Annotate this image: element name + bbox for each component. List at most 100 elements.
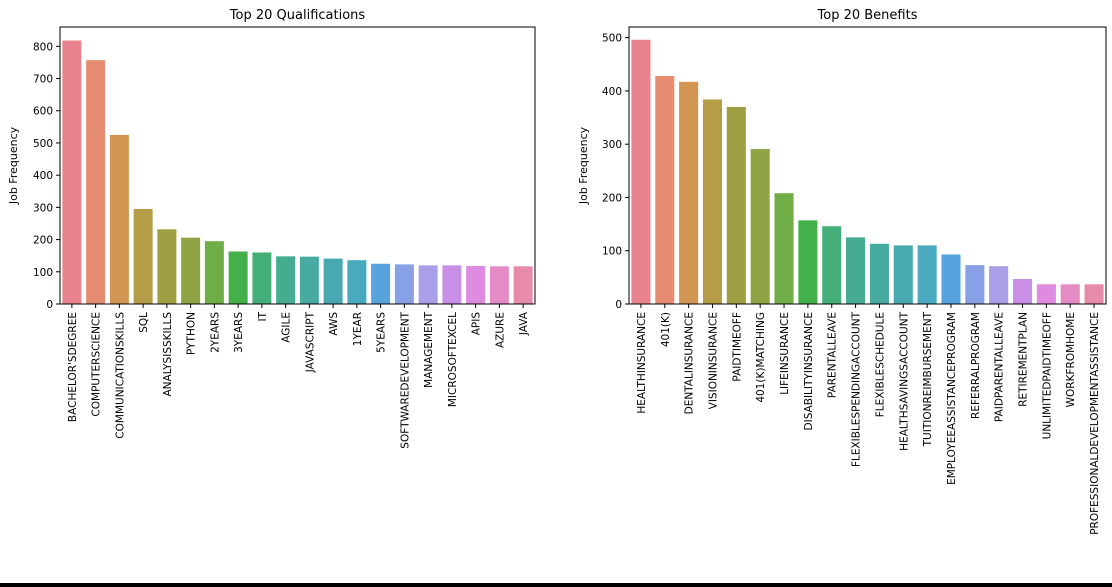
x-tick-label: 5YEARS [376,312,388,353]
qualification-bar [299,256,319,304]
x-tick-label: SOFTWAREDEVELOPMENT [399,311,411,448]
benefit-bar [655,76,675,304]
qualification-bar [442,265,462,304]
x-tick-label: DISABILITYINSURANCE [803,312,815,430]
y-axis-label: Job Frequency [7,126,20,205]
x-tick-label: ANALYSISSKILLS [162,312,174,397]
benefit-bar [917,245,937,304]
benefit-bar [893,245,913,304]
x-tick-label: LIFEINSURANCE [779,312,791,395]
x-tick-label: HEALTHINSURANCE [636,312,648,414]
x-tick-label: PARENTALLEAVE [827,312,839,398]
x-tick-label: UNLIMITEDPAIDTIMEOFF [1041,312,1053,439]
x-tick-label: AWS [328,312,340,336]
y-tick-label: 800 [33,41,53,53]
benefit-bar [965,265,985,304]
benefit-bar [750,148,770,304]
benefit-bar [1060,284,1080,304]
qualification-bar [86,60,106,305]
x-tick-label: EMPLOYEEASSISTANCEPROGRAM [946,312,958,485]
qualifications-chart: Top 20 Qualifications Job Frequency 0 100 20… [7,8,536,449]
qualification-bar [109,134,129,304]
qualification-bar [347,260,367,304]
x-tick-label: COMMUNICATIONSKILLS [114,312,126,439]
x-tick-label: REFERRALPROGRAM [970,312,982,419]
chart-title: Top 20 Qualifications [229,8,366,23]
x-tick-label: JAVA [518,311,530,336]
benefit-bar [846,237,866,304]
x-tick-label: VISIONINSURANCE [707,312,719,409]
qualification-bar [418,265,438,304]
x-tick-label: MANAGEMENT [423,311,435,387]
benefit-bar [679,81,699,305]
y-tick-label: 100 [602,246,622,258]
benefit-bar [774,193,794,304]
x-tick-label: PROFESSIONALDEVELOPMENTASSISTANCE [1089,312,1101,535]
x-tick-label: WORKFROMHOME [1065,312,1077,407]
x-tick-label: 401(K) [660,312,672,347]
qualification-bar [181,237,201,304]
qualification-bar [252,252,272,304]
benefit-bar [1084,284,1104,304]
benefit-bar [941,254,961,304]
x-tick-label: 2YEARS [209,312,221,353]
x-tick-label: PAIDTIMEOFF [731,312,743,382]
plot-frame [59,26,536,305]
benefit-bar [989,266,1009,304]
benefits-chart: Top 20 Benefits Job Frequency 0 100 200 300 40… [577,8,1107,535]
benefit-bar [869,243,889,304]
qualification-bar [513,266,533,304]
x-tick-label: 1YEAR [352,312,364,346]
benefit-bar [631,39,651,304]
y-tick-label: 0 [615,299,622,311]
qualification-bar [228,251,248,304]
x-tick-label: IT [257,311,269,321]
qualification-bar [133,208,153,304]
qualification-bar [466,265,486,304]
qualification-bar [276,256,296,304]
bottom-rule [0,583,1112,587]
x-tick-label: FLEXIBLESPENDINGACCOUNT [851,311,863,467]
x-tick-label: TUITIONREIMBURSEMENT [922,311,934,447]
x-tick-label: 3YEARS [233,312,245,353]
benefit-bar [1036,284,1056,304]
x-tick-label: COMPUTERSCIENCE [91,312,103,417]
x-tick-label: AZURE [494,312,506,348]
y-tick-label: 0 [46,299,53,311]
y-tick-label: 600 [33,106,53,118]
plot-frame [628,26,1107,305]
qualification-bar [323,258,343,304]
y-tick-label: 500 [33,138,53,150]
benefit-bar [702,99,723,304]
y-tick-label: 300 [602,139,622,151]
y-tick-label: 700 [33,74,53,86]
x-tick-label: APIS [471,312,483,336]
y-tick-label: 100 [33,267,53,279]
benefit-bar [798,220,818,304]
x-tick-label: RETIREMENTPLAN [1018,312,1030,407]
y-tick-label: 400 [602,86,622,98]
y-tick-label: 200 [602,192,622,204]
benefit-bar [726,106,746,305]
qualification-bar [157,229,177,304]
benefit-bar [1012,278,1033,304]
qualification-bar [204,241,224,304]
x-tick-label: BACHELOR'SDEGREE [67,312,79,422]
benefit-bar [822,226,842,304]
x-tick-label: JAVASCRIPT [304,311,316,373]
qualification-bar [489,266,509,304]
x-tick-label: HEALTHSAVINGSACCOUNT [898,311,910,450]
x-tick-label: AGILE [281,312,293,343]
x-tick-label: PAIDPARENTALLEAVE [994,312,1006,422]
qualification-bar [394,264,414,304]
x-tick-label: MICROSOFTEXCEL [447,312,459,407]
qualification-bar [371,263,391,304]
y-tick-label: 400 [33,170,53,182]
x-tick-label: DENTALINSURANCE [684,312,696,414]
y-tick-label: 200 [33,235,53,247]
qualification-bar [62,40,82,304]
x-tick-label: 401(K)MATCHING [755,312,767,403]
x-tick-label: FLEXIBLESCHEDULE [874,312,886,417]
x-tick-label: PYTHON [186,312,198,355]
